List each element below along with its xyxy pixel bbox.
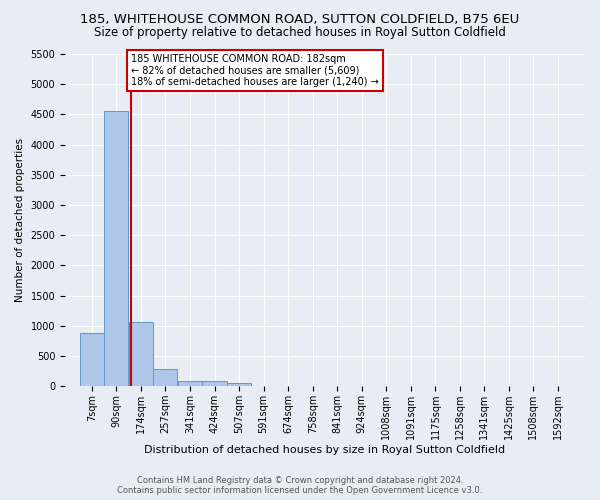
Y-axis label: Number of detached properties: Number of detached properties [15,138,25,302]
X-axis label: Distribution of detached houses by size in Royal Sutton Coldfield: Distribution of detached houses by size … [145,445,506,455]
Bar [154,369,178,386]
Text: Contains HM Land Registry data © Crown copyright and database right 2024.
Contai: Contains HM Land Registry data © Crown c… [118,476,482,495]
Bar [129,322,153,386]
Text: 185 WHITEHOUSE COMMON ROAD: 182sqm
← 82% of detached houses are smaller (5,609)
: 185 WHITEHOUSE COMMON ROAD: 182sqm ← 82%… [131,54,379,87]
Bar [227,384,251,386]
Bar [80,333,104,386]
Text: Size of property relative to detached houses in Royal Sutton Coldfield: Size of property relative to detached ho… [94,26,506,39]
Bar [178,382,202,386]
Text: 185, WHITEHOUSE COMMON ROAD, SUTTON COLDFIELD, B75 6EU: 185, WHITEHOUSE COMMON ROAD, SUTTON COLD… [80,12,520,26]
Bar [202,382,227,386]
Bar [104,111,128,386]
